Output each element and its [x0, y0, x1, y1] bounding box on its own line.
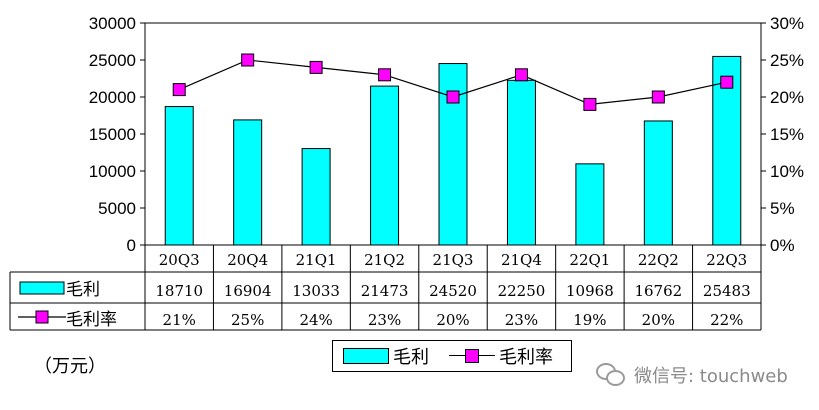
y-left-tick-label: 30000	[89, 14, 136, 33]
bar	[643, 120, 673, 246]
table-cell: 20%	[436, 311, 469, 329]
y-left-tick-label: 10000	[89, 162, 136, 181]
y-left-tick-label: 25000	[89, 51, 136, 70]
table-cell: 16904	[224, 282, 272, 300]
bar	[506, 79, 536, 246]
line-point	[241, 53, 255, 67]
line-point	[172, 83, 186, 97]
table-cell: 21%	[163, 311, 196, 329]
table-cell: 18710	[155, 282, 203, 300]
bar	[575, 163, 605, 246]
bar	[301, 148, 331, 246]
table-cell: 13033	[292, 282, 340, 300]
y-left-tick-label: 15000	[89, 125, 136, 144]
line-point	[309, 60, 323, 74]
legend-label-gross-margin: 毛利率	[499, 347, 553, 368]
y-left-tick-label: 0	[127, 236, 136, 255]
table-row-label: 毛利率	[66, 310, 117, 330]
legend-swatch-gross-profit	[343, 348, 389, 364]
bar	[233, 119, 263, 246]
line-point	[651, 90, 665, 104]
y-right-tick-label: 0%	[770, 236, 795, 255]
table-cell: 16762	[634, 282, 682, 300]
table-cell: 10968	[566, 282, 614, 300]
watermark: 微信号: touchweb	[596, 362, 788, 388]
table-key-swatch-bar	[19, 281, 65, 295]
wechat-icon	[596, 363, 626, 387]
category-label: 21Q1	[296, 251, 337, 269]
category-label: 22Q1	[569, 251, 610, 269]
table-cell: 24%	[299, 311, 332, 329]
table-cell: 24520	[429, 282, 477, 300]
table-cell: 23%	[505, 311, 538, 329]
table-cell: 19%	[573, 311, 606, 329]
bar	[164, 106, 194, 246]
y-right-tick-label: 15%	[770, 125, 804, 144]
table-row-label: 毛利	[66, 280, 100, 300]
category-label: 21Q4	[501, 251, 542, 269]
line-point	[514, 68, 528, 82]
y-left-tick-label: 5000	[98, 199, 136, 218]
table-cell: 23%	[368, 311, 401, 329]
category-label: 20Q4	[227, 251, 268, 269]
category-label: 20Q3	[159, 251, 200, 269]
line-point	[583, 97, 597, 111]
table-cell: 25483	[703, 282, 751, 300]
category-label: 22Q3	[706, 251, 747, 269]
legend: 毛利 毛利率	[332, 340, 572, 372]
line-point	[446, 90, 460, 104]
line-point	[720, 75, 734, 89]
table-cell: 22%	[710, 311, 743, 329]
table-cell: 20%	[642, 311, 675, 329]
y-right-tick-label: 20%	[770, 88, 804, 107]
legend-label-gross-profit: 毛利	[393, 347, 429, 368]
category-label: 22Q2	[638, 251, 679, 269]
table-cell: 25%	[231, 311, 264, 329]
y-right-tick-label: 30%	[770, 14, 804, 33]
y-right-tick-label: 5%	[770, 199, 795, 218]
unit-label: （万元）	[34, 356, 106, 377]
legend-swatch-gross-margin	[449, 349, 495, 363]
line-point	[378, 68, 392, 82]
table-cell: 22250	[498, 282, 546, 300]
category-label: 21Q2	[364, 251, 405, 269]
table-key-swatch-marker	[35, 310, 49, 324]
y-right-tick-label: 10%	[770, 162, 804, 181]
table-cell: 21473	[361, 282, 409, 300]
y-left-tick-label: 20000	[89, 88, 136, 107]
y-right-tick-label: 25%	[770, 51, 804, 70]
bar	[370, 85, 400, 246]
watermark-text: 微信号: touchweb	[634, 366, 788, 387]
category-label: 21Q3	[433, 251, 474, 269]
